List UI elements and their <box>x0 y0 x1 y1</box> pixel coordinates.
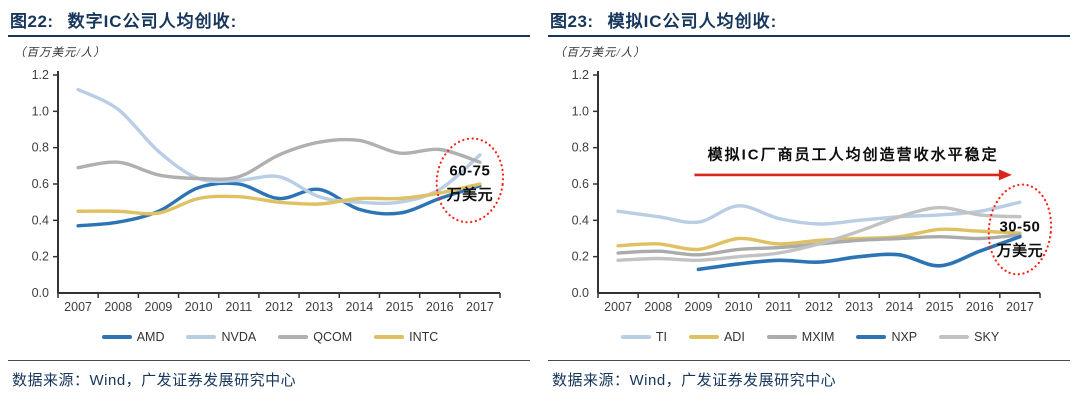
highlight-label: 60-75 <box>449 162 490 179</box>
x-tick-label: 2017 <box>466 300 494 312</box>
x-tick-label: 2007 <box>604 300 632 312</box>
x-tick-label: 2013 <box>845 300 873 312</box>
legend-swatch-amd <box>101 335 132 339</box>
legend-swatch-sky <box>939 335 970 339</box>
legend-swatch-nvda <box>186 335 217 339</box>
x-tick-label: 2007 <box>64 300 92 312</box>
legend-item-qcom: QCOM <box>278 330 352 344</box>
legend-swatch-intc <box>374 335 405 339</box>
x-tick-label: 2011 <box>225 300 252 312</box>
figure-23-label: 图23: <box>550 12 594 31</box>
series-line-nvda <box>76 87 482 206</box>
x-tick-label: 2016 <box>426 300 454 312</box>
y-axis-unit-label: （百万美元/人） <box>14 47 106 59</box>
legend-label-adi: ADI <box>723 330 745 344</box>
legend-item-intc: INTC <box>374 330 438 344</box>
y-tick-label: 0.8 <box>572 141 589 155</box>
legend-label-amd: AMD <box>136 330 165 344</box>
y-tick-label: 1.2 <box>32 68 49 82</box>
y-tick-label: 0.0 <box>572 286 589 300</box>
x-tick-label: 2016 <box>966 300 994 312</box>
legend-label-qcom: QCOM <box>313 330 353 344</box>
x-tick-label: 2015 <box>926 300 954 312</box>
legend-item-amd: AMD <box>101 330 165 344</box>
y-tick-label: 1.0 <box>32 104 49 118</box>
figure-23-source-row: 数据来源：Wind，广发证券发展研究中心 <box>548 360 1070 390</box>
series-line-ti <box>616 200 1022 226</box>
x-tick-label: 2012 <box>805 300 833 312</box>
figure-22-source-row: 数据来源：Wind，广发证券发展研究中心 <box>8 360 530 390</box>
analog-ic-line-chart: 0.0 0.2 0.4 0.6 0.8 1.0 1.2 2007 2008 2009 2010 201… <box>572 68 1053 312</box>
y-tick-label: 1.2 <box>572 68 589 82</box>
source-text: 数据来源：Wind，广发证券发展研究中心 <box>12 372 297 389</box>
x-tick-label: 2012 <box>265 300 293 312</box>
x-tick-label: 2015 <box>386 300 414 312</box>
legend-label-sky: SKY <box>974 330 1000 344</box>
x-tick-label: 2017 <box>1006 300 1034 312</box>
x-tick-label: 2010 <box>725 300 753 312</box>
series-line-adi <box>616 227 1022 252</box>
legend-swatch-adi <box>688 335 719 339</box>
y-tick-label: 0.4 <box>32 213 49 227</box>
legend-label-ti: TI <box>655 330 667 344</box>
legend-item-mxim: MXIM <box>766 330 835 344</box>
series-line-nxp <box>696 234 1022 272</box>
legend-swatch-qcom <box>278 335 309 339</box>
highlight-label: 30-50 <box>999 218 1040 235</box>
legend-item-nxp: NXP <box>856 330 917 344</box>
figure-23-header: 图23: 模拟IC公司人均创收: <box>548 5 1070 37</box>
legend-item-sky: SKY <box>939 330 999 344</box>
x-tick-label: 2009 <box>685 300 713 312</box>
legend-swatch-mxim <box>766 335 797 339</box>
x-tick-label: 2013 <box>305 300 333 312</box>
trend-annotation-text: 模拟IC厂商员工人均创造营收水平稳定 <box>708 145 999 163</box>
legend-swatch-ti <box>620 335 651 339</box>
highlight-label: 万美元 <box>996 241 1044 259</box>
y-tick-label: 0.6 <box>32 177 49 191</box>
digital-ic-legend: AMD NVDA QCOM INTC <box>0 328 540 346</box>
figure-22-title: 数字IC公司人均创收: <box>67 12 238 31</box>
x-tick-label: 2010 <box>185 300 213 312</box>
figure-23-title: 模拟IC公司人均创收: <box>607 12 778 31</box>
figure-22-header: 图22: 数字IC公司人均创收: <box>8 5 530 37</box>
figure-22-label: 图22: <box>10 12 54 31</box>
series-line-qcom <box>76 137 482 181</box>
x-tick-label: 2008 <box>644 300 672 312</box>
figure-23-panel: 图23: 模拟IC公司人均创收: （百万美元/人） 0.0 0.2 0.4 0.6 0.… <box>540 0 1080 409</box>
y-tick-label: 0.2 <box>572 250 589 264</box>
y-tick-label: 0.4 <box>572 213 589 227</box>
legend-item-adi: ADI <box>688 330 745 344</box>
x-tick-label: 2008 <box>104 300 132 312</box>
analog-ic-legend: TI ADI MXIM NXP SKY <box>540 328 1080 346</box>
y-tick-label: 0.6 <box>572 177 589 191</box>
highlight-ellipse <box>435 137 505 224</box>
x-tick-label: 2009 <box>145 300 173 312</box>
y-tick-label: 0.0 <box>32 286 49 300</box>
x-tick-label: 2011 <box>765 300 792 312</box>
x-tick-label: 2014 <box>345 300 373 312</box>
legend-label-mxim: MXIM <box>801 330 835 344</box>
legend-swatch-nxp <box>856 335 887 339</box>
legend-label-nxp: NXP <box>891 330 918 344</box>
legend-label-intc: INTC <box>409 330 439 344</box>
source-text: 数据来源：Wind，广发证券发展研究中心 <box>552 372 837 389</box>
y-tick-label: 0.8 <box>32 141 49 155</box>
trend-arrow-head <box>998 169 1012 181</box>
series-line-amd <box>76 181 482 228</box>
series-line-intc <box>76 182 482 216</box>
y-tick-label: 0.2 <box>32 250 49 264</box>
highlight-ellipse <box>987 183 1053 276</box>
digital-ic-line-chart: 0.0 0.2 0.4 0.6 0.8 1.0 1.2 2007 2008 2009 2010 201… <box>32 68 505 312</box>
highlight-label: 万美元 <box>446 185 494 203</box>
legend-item-nvda: NVDA <box>186 330 256 344</box>
figure-22-panel: 图22: 数字IC公司人均创收: （百万美元/人） 0.0 0.2 0.4 0.6 0.… <box>0 5 540 390</box>
legend-label-nvda: NVDA <box>221 330 257 344</box>
series-line-sky <box>616 205 1022 263</box>
x-tick-label: 2014 <box>885 300 913 312</box>
y-axis-unit-label: （百万美元/人） <box>554 47 646 59</box>
legend-item-ti: TI <box>620 330 667 344</box>
y-tick-label: 1.0 <box>572 104 589 118</box>
